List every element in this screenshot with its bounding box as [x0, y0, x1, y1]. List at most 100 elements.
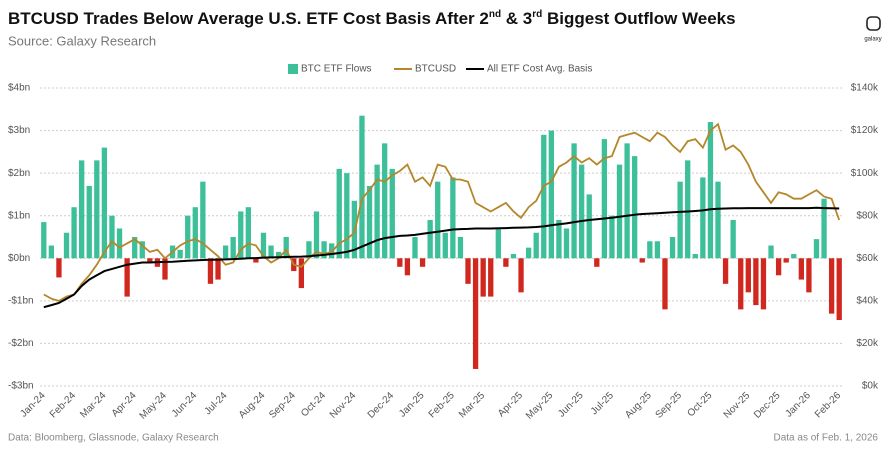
x-tick-label: Apr-25	[496, 390, 525, 419]
bar	[245, 207, 251, 259]
bar	[616, 164, 623, 259]
x-tick-label: Dec-24	[366, 390, 397, 421]
bar	[147, 258, 153, 263]
bar	[601, 139, 608, 259]
x-tick-label: Oct-25	[685, 390, 714, 419]
bar	[707, 122, 714, 259]
x-tick-label: Sep-25	[654, 390, 685, 421]
bar	[669, 237, 676, 259]
bar	[586, 194, 592, 259]
x-tick-label: Feb-25	[427, 390, 457, 420]
bar	[578, 164, 585, 259]
y2-tick-label: $20k	[856, 338, 879, 349]
title-part: nd	[489, 9, 501, 20]
bar	[768, 245, 774, 259]
x-tick-label: Sep-24	[267, 390, 298, 421]
x-tick-label: Jan-25	[397, 390, 427, 420]
y-tick-label: $1bn	[8, 210, 30, 221]
bar	[207, 258, 214, 284]
bar	[215, 258, 221, 280]
title-part: BTCUSD Trades Below Average U.S. ETF Cos…	[8, 9, 489, 28]
bar	[510, 254, 517, 259]
bar	[79, 160, 85, 259]
bar	[730, 219, 736, 259]
bar	[397, 258, 403, 267]
y2-tick-label: $120k	[851, 125, 879, 136]
bar	[298, 258, 305, 289]
bar	[571, 143, 577, 259]
bar	[791, 254, 797, 259]
bar	[253, 258, 259, 263]
bar	[753, 258, 759, 306]
title-part: rd	[532, 9, 542, 20]
legend-swatch	[288, 64, 298, 74]
bar	[283, 237, 289, 259]
x-tick-label: Oct-24	[299, 390, 328, 419]
bar	[132, 237, 138, 259]
bar	[533, 232, 539, 259]
bar	[541, 134, 547, 259]
chart-title: BTCUSD Trades Below Average U.S. ETF Cos…	[8, 9, 736, 29]
bar	[465, 258, 471, 284]
bar	[48, 245, 55, 259]
bar	[525, 247, 532, 259]
y-tick-label: -$3bn	[8, 381, 34, 392]
bar	[275, 251, 282, 259]
bar	[715, 181, 721, 259]
bar	[722, 258, 729, 284]
bar	[662, 258, 668, 310]
x-tick-label: Mar-25	[457, 390, 487, 420]
bar	[238, 211, 244, 259]
y2-tick-label: $140k	[851, 83, 879, 94]
x-tick-label: Apr-24	[110, 390, 139, 419]
bar	[609, 215, 615, 259]
bar	[260, 232, 267, 259]
bar	[836, 258, 842, 321]
bar	[412, 237, 418, 259]
x-tick-label: Jun-24	[170, 390, 200, 420]
bar	[518, 258, 524, 293]
x-tick-label: Jul-25	[589, 390, 616, 417]
y-tick-label: -$1bn	[8, 295, 34, 306]
bar	[632, 156, 638, 259]
bar	[344, 173, 350, 259]
x-tick-label: May-24	[138, 390, 170, 422]
bar	[71, 207, 77, 259]
legend-label: All ETF Cost Avg. Basis	[487, 64, 592, 75]
bar	[116, 228, 123, 259]
line	[43, 122, 841, 302]
bar	[313, 211, 320, 259]
bar	[442, 232, 448, 259]
bar	[821, 198, 827, 259]
bar	[419, 258, 426, 267]
bar	[382, 143, 388, 259]
x-tick-label: Nov-25	[722, 390, 753, 421]
bar	[162, 258, 168, 280]
bar	[192, 207, 198, 259]
bar	[495, 228, 501, 259]
x-tick-label: Mar-24	[78, 390, 108, 420]
bar	[813, 239, 820, 259]
bar	[700, 177, 706, 259]
bar	[828, 258, 835, 314]
bar	[775, 258, 782, 276]
y-tick-label: $2bn	[8, 168, 30, 179]
x-tick-label: Jul-24	[203, 390, 230, 417]
bar	[503, 258, 509, 267]
bar	[86, 185, 92, 259]
bar	[230, 237, 236, 259]
bar	[760, 258, 767, 310]
bar	[124, 258, 130, 297]
bar	[806, 258, 812, 293]
y-tick-label: $3bn	[8, 125, 30, 136]
bar	[41, 222, 47, 259]
x-tick-label: Feb-24	[48, 390, 78, 420]
bar	[336, 168, 342, 259]
title-part: Biggest Outflow Weeks	[542, 9, 735, 28]
bar	[109, 215, 115, 259]
bar	[685, 160, 691, 259]
footer-source: Data: Bloomberg, Glassnode, Galaxy Resea…	[8, 433, 219, 444]
y2-tick-label: $100k	[851, 168, 879, 179]
bar	[738, 258, 744, 310]
